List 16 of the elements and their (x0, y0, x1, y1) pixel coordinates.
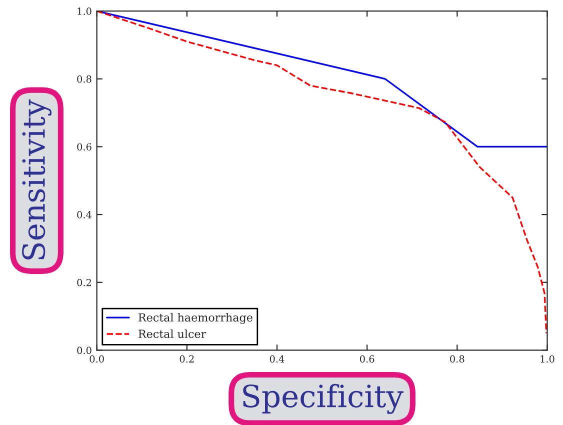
y-axis-title: Sensitivity (22, 99, 52, 260)
x-tick-label: 0.4 (270, 355, 284, 363)
legend-label: Rectal ulcer (138, 329, 206, 338)
x-tick-label: 0.0 (90, 355, 104, 363)
x-tick-label: 0.2 (180, 355, 194, 363)
y-tick-label: 0.8 (77, 75, 92, 83)
y-tick-label: 0.2 (77, 278, 92, 286)
y-tick-label: 0.6 (77, 143, 92, 151)
legend-label: Rectal haemorrhage (138, 312, 252, 324)
y-tick-label: 0.4 (77, 211, 92, 218)
y-tick-label: 1.0 (78, 8, 92, 15)
x-tick-label: 0.8 (450, 355, 464, 363)
x-tick-label: 0.6 (360, 355, 374, 363)
x-axis-title: Specificity (243, 384, 404, 414)
x-tick-label: 1.0 (540, 355, 554, 363)
y-tick-label: 0.0 (77, 346, 92, 354)
